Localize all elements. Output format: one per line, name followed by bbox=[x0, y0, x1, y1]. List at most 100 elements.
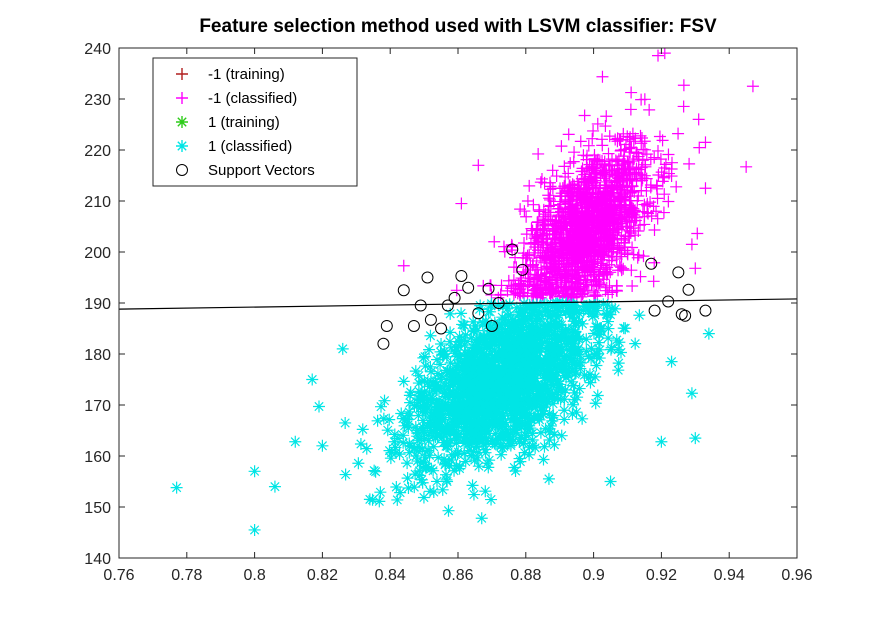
point-pos-classified bbox=[593, 343, 606, 356]
point-pos-classified bbox=[592, 336, 605, 349]
point-neg-classified bbox=[578, 207, 591, 220]
point-pos-classified bbox=[385, 446, 398, 459]
point-neg-classified bbox=[632, 249, 645, 262]
point-pos-classified bbox=[536, 401, 549, 414]
point-neg-classified bbox=[683, 157, 696, 170]
point-neg-classified bbox=[614, 192, 627, 205]
point-pos-classified bbox=[456, 360, 469, 373]
point-pos-classified bbox=[438, 452, 451, 465]
point-neg-classified bbox=[542, 189, 555, 202]
point-pos-classified bbox=[453, 387, 466, 400]
point-pos-classified bbox=[467, 445, 480, 458]
point-neg-classified bbox=[581, 219, 594, 232]
point-neg-classified bbox=[625, 206, 638, 219]
point-neg-classified bbox=[516, 286, 529, 299]
point-neg-classified bbox=[525, 222, 538, 235]
legend-marker bbox=[176, 68, 188, 80]
point-pos-classified bbox=[573, 382, 586, 395]
point-pos-classified bbox=[460, 431, 473, 444]
axis-ticks: 0.76 0.78 0.8 0.82 0.84 0.86 0.88 0.9 0.92 0.94 0.… bbox=[84, 41, 812, 584]
point-pos-classified bbox=[505, 319, 518, 332]
point-neg-classified bbox=[635, 137, 648, 150]
point-pos-classified bbox=[534, 365, 547, 378]
point-pos-classified bbox=[689, 432, 702, 445]
point-pos-classified bbox=[402, 481, 415, 494]
point-pos-classified bbox=[521, 358, 534, 371]
point-pos-classified bbox=[585, 342, 598, 355]
point-pos-classified bbox=[685, 387, 698, 400]
point-pos-classified bbox=[576, 317, 589, 330]
support-vector-point bbox=[414, 299, 427, 312]
point-pos-classified bbox=[560, 371, 573, 384]
point-pos-classified bbox=[521, 422, 534, 435]
point-pos-classified bbox=[424, 394, 437, 407]
point-pos-classified bbox=[444, 356, 457, 369]
point-neg-classified bbox=[592, 216, 605, 229]
point-pos-classified bbox=[356, 423, 369, 436]
point-neg-classified bbox=[530, 271, 543, 284]
point-pos-classified bbox=[416, 420, 429, 433]
point-neg-classified bbox=[520, 228, 533, 241]
point-pos-classified bbox=[524, 309, 537, 322]
x-tick-label: 0.82 bbox=[307, 567, 338, 584]
support-vector-point bbox=[682, 283, 695, 296]
point-pos-classified bbox=[562, 332, 575, 345]
point-pos-classified bbox=[492, 419, 505, 432]
point-neg-classified bbox=[618, 163, 631, 176]
point-neg-classified bbox=[550, 276, 563, 289]
point-pos-classified bbox=[403, 389, 416, 402]
point-pos-classified bbox=[468, 385, 481, 398]
point-pos-classified bbox=[566, 311, 579, 324]
point-neg-classified bbox=[560, 283, 573, 296]
point-pos-classified bbox=[493, 407, 506, 420]
point-pos-classified bbox=[535, 313, 548, 326]
point-pos-classified bbox=[589, 370, 602, 383]
point-pos-classified bbox=[424, 329, 437, 342]
point-pos-classified bbox=[468, 433, 481, 446]
point-neg-classified bbox=[605, 153, 618, 166]
point-pos-classified bbox=[475, 512, 488, 525]
point-pos-classified bbox=[316, 439, 329, 452]
point-pos-classified bbox=[455, 417, 468, 430]
point-pos-classified bbox=[463, 397, 476, 410]
point-pos-classified bbox=[577, 304, 590, 317]
point-pos-classified bbox=[526, 319, 539, 332]
point-pos-classified bbox=[458, 379, 471, 392]
point-neg-classified bbox=[526, 289, 539, 302]
point-pos-classified bbox=[422, 401, 435, 414]
point-pos-classified bbox=[507, 424, 520, 437]
support-vector-point bbox=[492, 297, 505, 309]
point-pos-classified bbox=[421, 419, 434, 432]
point-pos-classified bbox=[447, 427, 460, 440]
point-pos-classified bbox=[489, 377, 502, 390]
point-pos-classified bbox=[534, 408, 547, 421]
point-neg-classified bbox=[624, 146, 637, 159]
legend-label: -1 (classified) bbox=[208, 90, 297, 107]
point-neg-classified bbox=[549, 240, 562, 253]
support-vector-point bbox=[472, 307, 485, 320]
point-pos-classified bbox=[465, 449, 478, 462]
point-pos-classified bbox=[487, 369, 500, 382]
point-neg-classified bbox=[566, 230, 579, 243]
point-pos-classified bbox=[488, 316, 501, 329]
point-pos-classified bbox=[503, 298, 516, 311]
point-neg-classified bbox=[573, 189, 586, 202]
point-pos-classified bbox=[517, 359, 530, 372]
point-pos-classified bbox=[483, 360, 496, 373]
point-pos-classified bbox=[500, 338, 513, 351]
point-neg-classified bbox=[523, 248, 536, 261]
point-neg-classified bbox=[549, 223, 562, 236]
point-pos-classified bbox=[594, 325, 607, 338]
point-pos-classified bbox=[435, 373, 448, 386]
point-pos-classified bbox=[435, 370, 448, 383]
point-pos-classified bbox=[548, 299, 561, 312]
point-neg-classified bbox=[472, 159, 485, 172]
point-pos-classified bbox=[434, 358, 447, 371]
point-pos-classified bbox=[613, 336, 626, 349]
point-pos-classified bbox=[446, 409, 459, 422]
point-pos-classified bbox=[378, 394, 391, 407]
point-pos-classified bbox=[506, 342, 519, 355]
point-neg-classified bbox=[740, 160, 753, 173]
point-pos-classified bbox=[514, 404, 527, 417]
point-neg-classified bbox=[568, 222, 581, 235]
